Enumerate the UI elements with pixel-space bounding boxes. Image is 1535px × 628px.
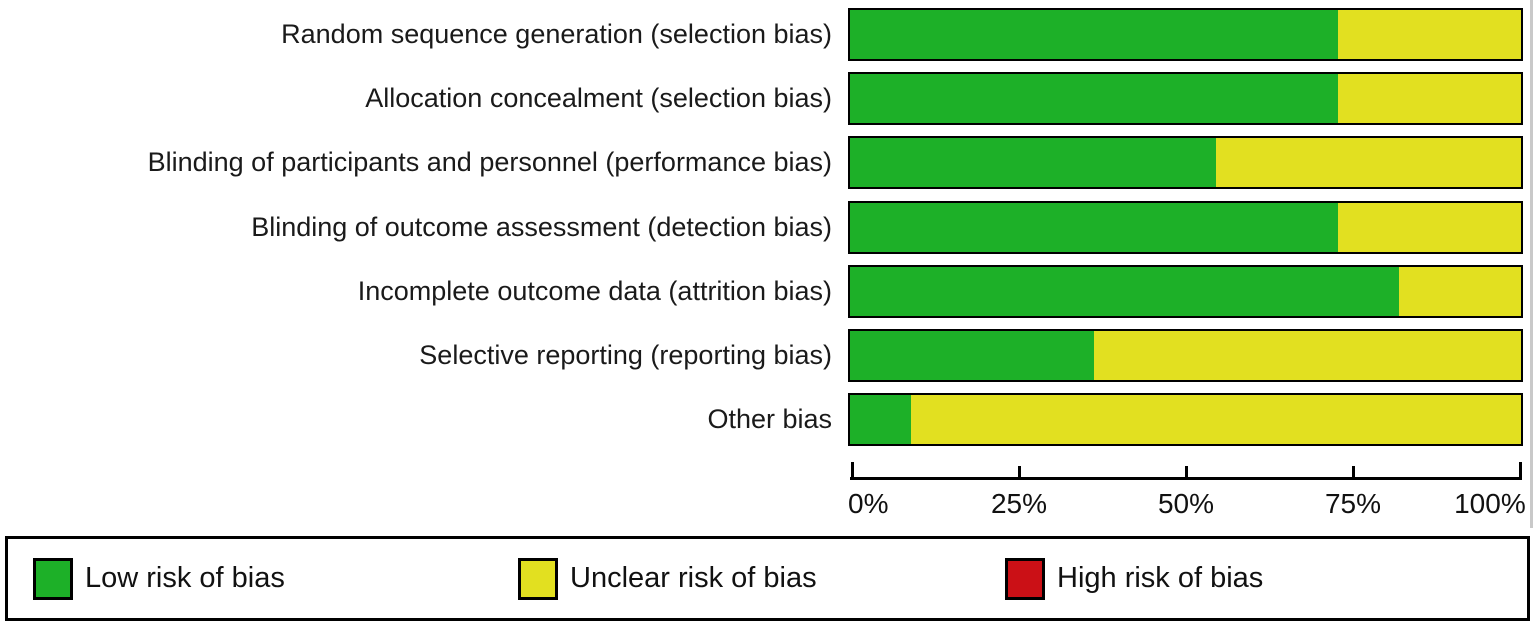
bar-segment-unclear-risk-of-bias (911, 395, 1521, 445)
stacked-bar (848, 200, 1523, 254)
stacked-bar (848, 72, 1523, 126)
stacked-bar (848, 329, 1523, 382)
category-label: Blinding of outcome assessment (detectio… (251, 211, 832, 242)
axis-tick-label: 25% (990, 488, 1048, 519)
legend-item: Unclear risk of bias (518, 539, 817, 618)
bar-segment-low-risk-of-bias (850, 395, 912, 445)
category-label: Incomplete outcome data (attrition bias) (357, 275, 832, 306)
legend-swatch-unclear-risk-of-bias (518, 557, 558, 600)
bar-segment-unclear-risk-of-bias (1094, 331, 1521, 380)
bar-segment-low-risk-of-bias (850, 331, 1095, 380)
axis-tick (1352, 466, 1355, 480)
category-label: Selective reporting (reporting bias) (419, 340, 832, 370)
chart-row: Random sequence generation (selection bi… (0, 8, 1535, 61)
chart-row: Allocation concealment (selection bias) (0, 72, 1535, 126)
stacked-bar (848, 393, 1523, 447)
bar-segment-unclear-risk-of-bias (1337, 74, 1521, 124)
stacked-bar (848, 136, 1523, 190)
legend: Low risk of bias Unclear risk of bias High… (5, 536, 1530, 621)
axis-tick (1519, 462, 1522, 480)
chart-row: Incomplete outcome data (attrition bias) (0, 264, 1535, 318)
bar-segment-unclear-risk-of-bias (1215, 138, 1521, 188)
stacked-bar (848, 264, 1523, 318)
chart-row: Other bias (0, 393, 1535, 447)
axis-tick-label: 50% (1157, 488, 1215, 519)
bar-segment-low-risk-of-bias (850, 138, 1216, 188)
bar-segment-unclear-risk-of-bias (1398, 266, 1521, 316)
bar-segment-low-risk-of-bias (850, 202, 1338, 252)
category-label: Blinding of participants and personnel (… (147, 147, 832, 178)
window-edge-line (1530, 0, 1533, 528)
legend-item: Low risk of bias (33, 539, 285, 618)
bar-segment-unclear-risk-of-bias (1337, 202, 1521, 252)
legend-swatch-low-risk-of-bias (33, 557, 73, 600)
legend-item: High risk of bias (1005, 539, 1263, 618)
stacked-bar (848, 8, 1523, 61)
category-label: Allocation concealment (selection bias) (365, 83, 832, 114)
legend-label: High risk of bias (1057, 562, 1264, 594)
chart-row: Blinding of outcome assessment (detectio… (0, 200, 1535, 254)
axis-tick-label: 75% (1324, 488, 1382, 519)
legend-swatch-high-risk-of-bias (1005, 557, 1045, 600)
chart-row: Selective reporting (reporting bias) (0, 329, 1535, 382)
category-label: Random sequence generation (selection bi… (281, 19, 832, 49)
legend-label: Unclear risk of bias (570, 562, 817, 594)
bar-segment-low-risk-of-bias (850, 10, 1338, 59)
axis-tick-label: 0% (848, 488, 889, 519)
axis-tick (1018, 466, 1021, 480)
chart-row: Blinding of participants and personnel (… (0, 136, 1535, 190)
legend-label: Low risk of bias (85, 562, 285, 594)
bar-segment-low-risk-of-bias (850, 266, 1399, 316)
axis-tick (851, 462, 854, 480)
bar-segment-low-risk-of-bias (850, 74, 1338, 124)
category-label: Other bias (707, 404, 832, 435)
axis-tick-label: 100% (1454, 488, 1526, 519)
axis-tick (1185, 466, 1188, 480)
bar-segment-unclear-risk-of-bias (1337, 10, 1521, 59)
